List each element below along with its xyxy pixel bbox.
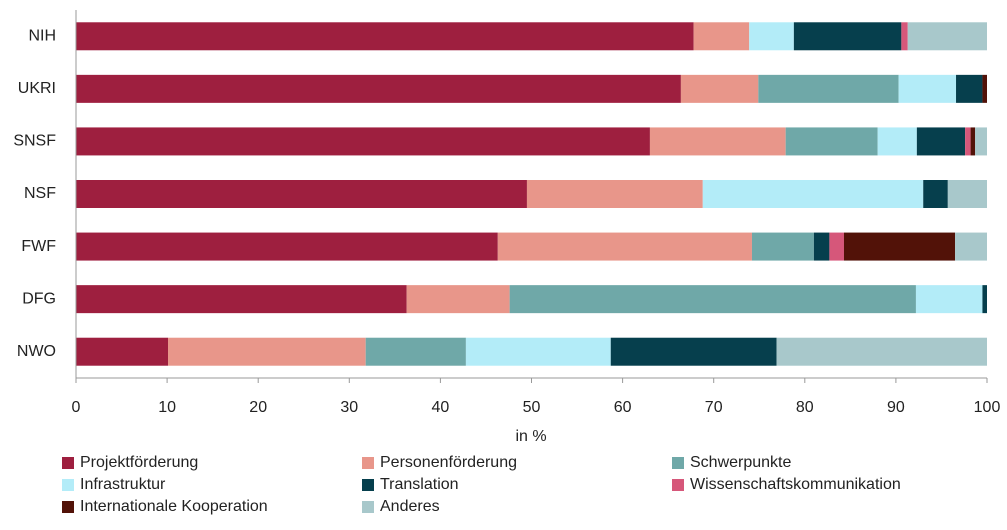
bar-segment <box>829 232 844 261</box>
bar-segment <box>693 22 750 51</box>
legend-label: Internationale Kooperation <box>80 498 268 515</box>
legend-swatch <box>362 479 374 491</box>
bar-segment <box>877 127 917 156</box>
y-tick-label: DFG <box>22 290 56 307</box>
legend-label: Translation <box>380 476 459 493</box>
x-tick-label: 0 <box>72 399 81 416</box>
legend-label: Anderes <box>380 498 440 515</box>
bar-segment <box>406 285 510 314</box>
bar-segment <box>916 127 966 156</box>
bar-segment <box>365 337 466 366</box>
legend-label: Personenförderung <box>380 454 517 471</box>
bar-segment <box>758 74 899 103</box>
legend-label: Infrastruktur <box>80 476 166 493</box>
bar-segment <box>702 180 924 208</box>
bar-segment <box>168 337 366 366</box>
legend-swatch <box>362 501 374 513</box>
legend-label: Projektförderung <box>80 454 198 471</box>
bar-segment <box>785 127 878 156</box>
bar-segment <box>898 74 957 103</box>
bar-segment <box>982 74 987 103</box>
bar-segment <box>509 285 916 314</box>
bar-segment <box>947 180 987 208</box>
legend-swatch <box>672 457 684 469</box>
x-tick-label: 20 <box>249 399 267 416</box>
bar-segment <box>813 232 830 261</box>
bar-segment <box>610 337 777 366</box>
x-tick-label: 90 <box>887 399 905 416</box>
x-tick-label: 30 <box>340 399 358 416</box>
bar-segment <box>965 127 971 156</box>
x-axis-label: in % <box>515 428 546 445</box>
bar-segment <box>843 232 956 261</box>
bar-segment <box>907 22 987 51</box>
legend-label: Wissenschaftskommunikation <box>690 476 901 493</box>
legend-label: Schwerpunkte <box>690 454 791 471</box>
y-tick-label: NIH <box>28 28 56 45</box>
bar-segment <box>776 337 987 366</box>
bar-segment <box>76 337 169 366</box>
bar-segment <box>76 285 407 314</box>
bar-segment <box>76 22 694 51</box>
bar-segment <box>76 180 527 208</box>
x-tick-label: 50 <box>523 399 541 416</box>
bar-segment <box>956 74 983 103</box>
legend-swatch <box>62 501 74 513</box>
x-tick-label: 10 <box>158 399 176 416</box>
x-tick-label: 60 <box>614 399 632 416</box>
legend-swatch <box>62 479 74 491</box>
legend-swatch <box>62 457 74 469</box>
bar-segment <box>793 22 902 51</box>
bar-segment <box>649 127 786 156</box>
bar-segment <box>749 22 794 51</box>
bar-segment <box>923 180 948 208</box>
x-tick-label: 70 <box>705 399 723 416</box>
legend-swatch <box>362 457 374 469</box>
bar-segment <box>982 285 987 314</box>
bar-segment <box>901 22 908 51</box>
bar-segment <box>465 337 611 366</box>
bar-segment <box>76 127 650 156</box>
y-tick-label: UKRI <box>18 80 56 97</box>
bar-segment <box>497 232 752 261</box>
bar-segment <box>680 74 759 103</box>
y-tick-label: FWF <box>21 238 56 255</box>
bar-segment <box>955 232 987 261</box>
x-tick-label: 100 <box>974 399 1001 416</box>
bar-segment <box>76 232 498 261</box>
y-tick-label: NWO <box>17 343 56 360</box>
bar-segment <box>751 232 814 261</box>
x-tick-label: 80 <box>796 399 814 416</box>
x-tick-label: 40 <box>432 399 450 416</box>
bar-segment <box>975 127 987 156</box>
bar-segment <box>76 74 681 103</box>
bar-segment <box>526 180 703 208</box>
bar-segment <box>970 127 976 156</box>
legend-swatch <box>672 479 684 491</box>
y-tick-label: SNSF <box>13 133 56 150</box>
bar-segment <box>915 285 983 314</box>
y-tick-label: NSF <box>24 185 56 202</box>
